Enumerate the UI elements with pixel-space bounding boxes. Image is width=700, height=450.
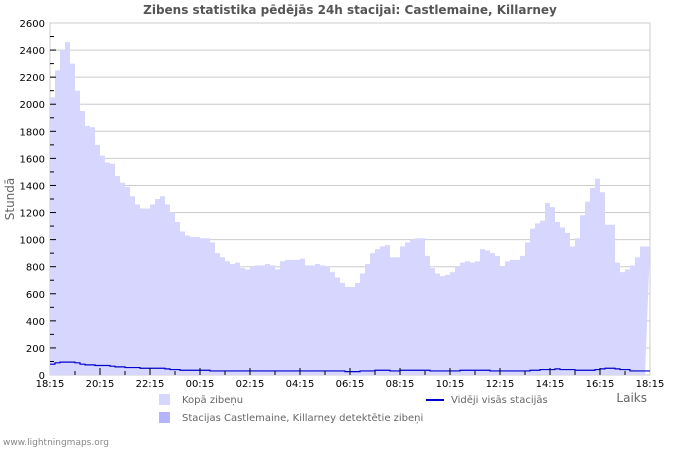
y-tick-label: 600	[26, 290, 45, 301]
legend-swatch-total	[159, 394, 170, 405]
y-tick-label: 2600	[20, 19, 45, 30]
y-tick-label: 1200	[20, 209, 45, 220]
x-tick-label: 12:15	[486, 379, 515, 390]
y-tick-label: 1400	[20, 181, 45, 192]
y-tick-label: 0	[39, 371, 45, 382]
y-tick-label: 1800	[20, 127, 45, 138]
x-tick-label: 08:15	[386, 379, 415, 390]
x-tick-label: 14:15	[536, 379, 565, 390]
legend-line-average	[426, 399, 444, 401]
legend-label-total: Kopā zibeņu	[182, 395, 244, 406]
x-axis-title: Laiks	[616, 391, 647, 405]
footer-source: www.lightningmaps.org	[3, 438, 109, 448]
area-total-strikes	[50, 41, 650, 375]
y-tick-label: 400	[26, 317, 45, 328]
y-tick-label: 800	[26, 263, 45, 274]
x-tick-label: 18:15	[636, 379, 665, 390]
x-tick-label: 22:15	[136, 379, 165, 390]
x-tick-label: 20:15	[86, 379, 115, 390]
y-axis-title: Stundā	[3, 178, 17, 221]
y-tick-label: 1600	[20, 154, 45, 165]
x-tick-label: 04:15	[286, 379, 315, 390]
x-tick-label: 10:15	[436, 379, 465, 390]
x-tick-label: 02:15	[236, 379, 265, 390]
line-average-all-stations	[50, 361, 650, 373]
y-tick-label: 200	[26, 344, 45, 355]
x-tick-label: 00:15	[186, 379, 215, 390]
legend-label-station: Stacijas Castlemaine, Killarney detektēt…	[182, 413, 424, 424]
x-tick-label: 06:15	[336, 379, 365, 390]
y-tick-label: 2000	[20, 100, 45, 111]
chart-title: Zibens statistika pēdējās 24h stacijai: …	[143, 3, 557, 17]
legend-label-average: Vidēji visās stacijās	[451, 395, 548, 406]
legend-swatch-station	[159, 412, 170, 423]
x-tick-label: 16:15	[586, 379, 615, 390]
y-tick-label: 2400	[20, 46, 45, 57]
y-tick-label: 1000	[20, 236, 45, 247]
x-tick-label: 18:15	[36, 379, 65, 390]
y-tick-label: 2200	[20, 73, 45, 84]
